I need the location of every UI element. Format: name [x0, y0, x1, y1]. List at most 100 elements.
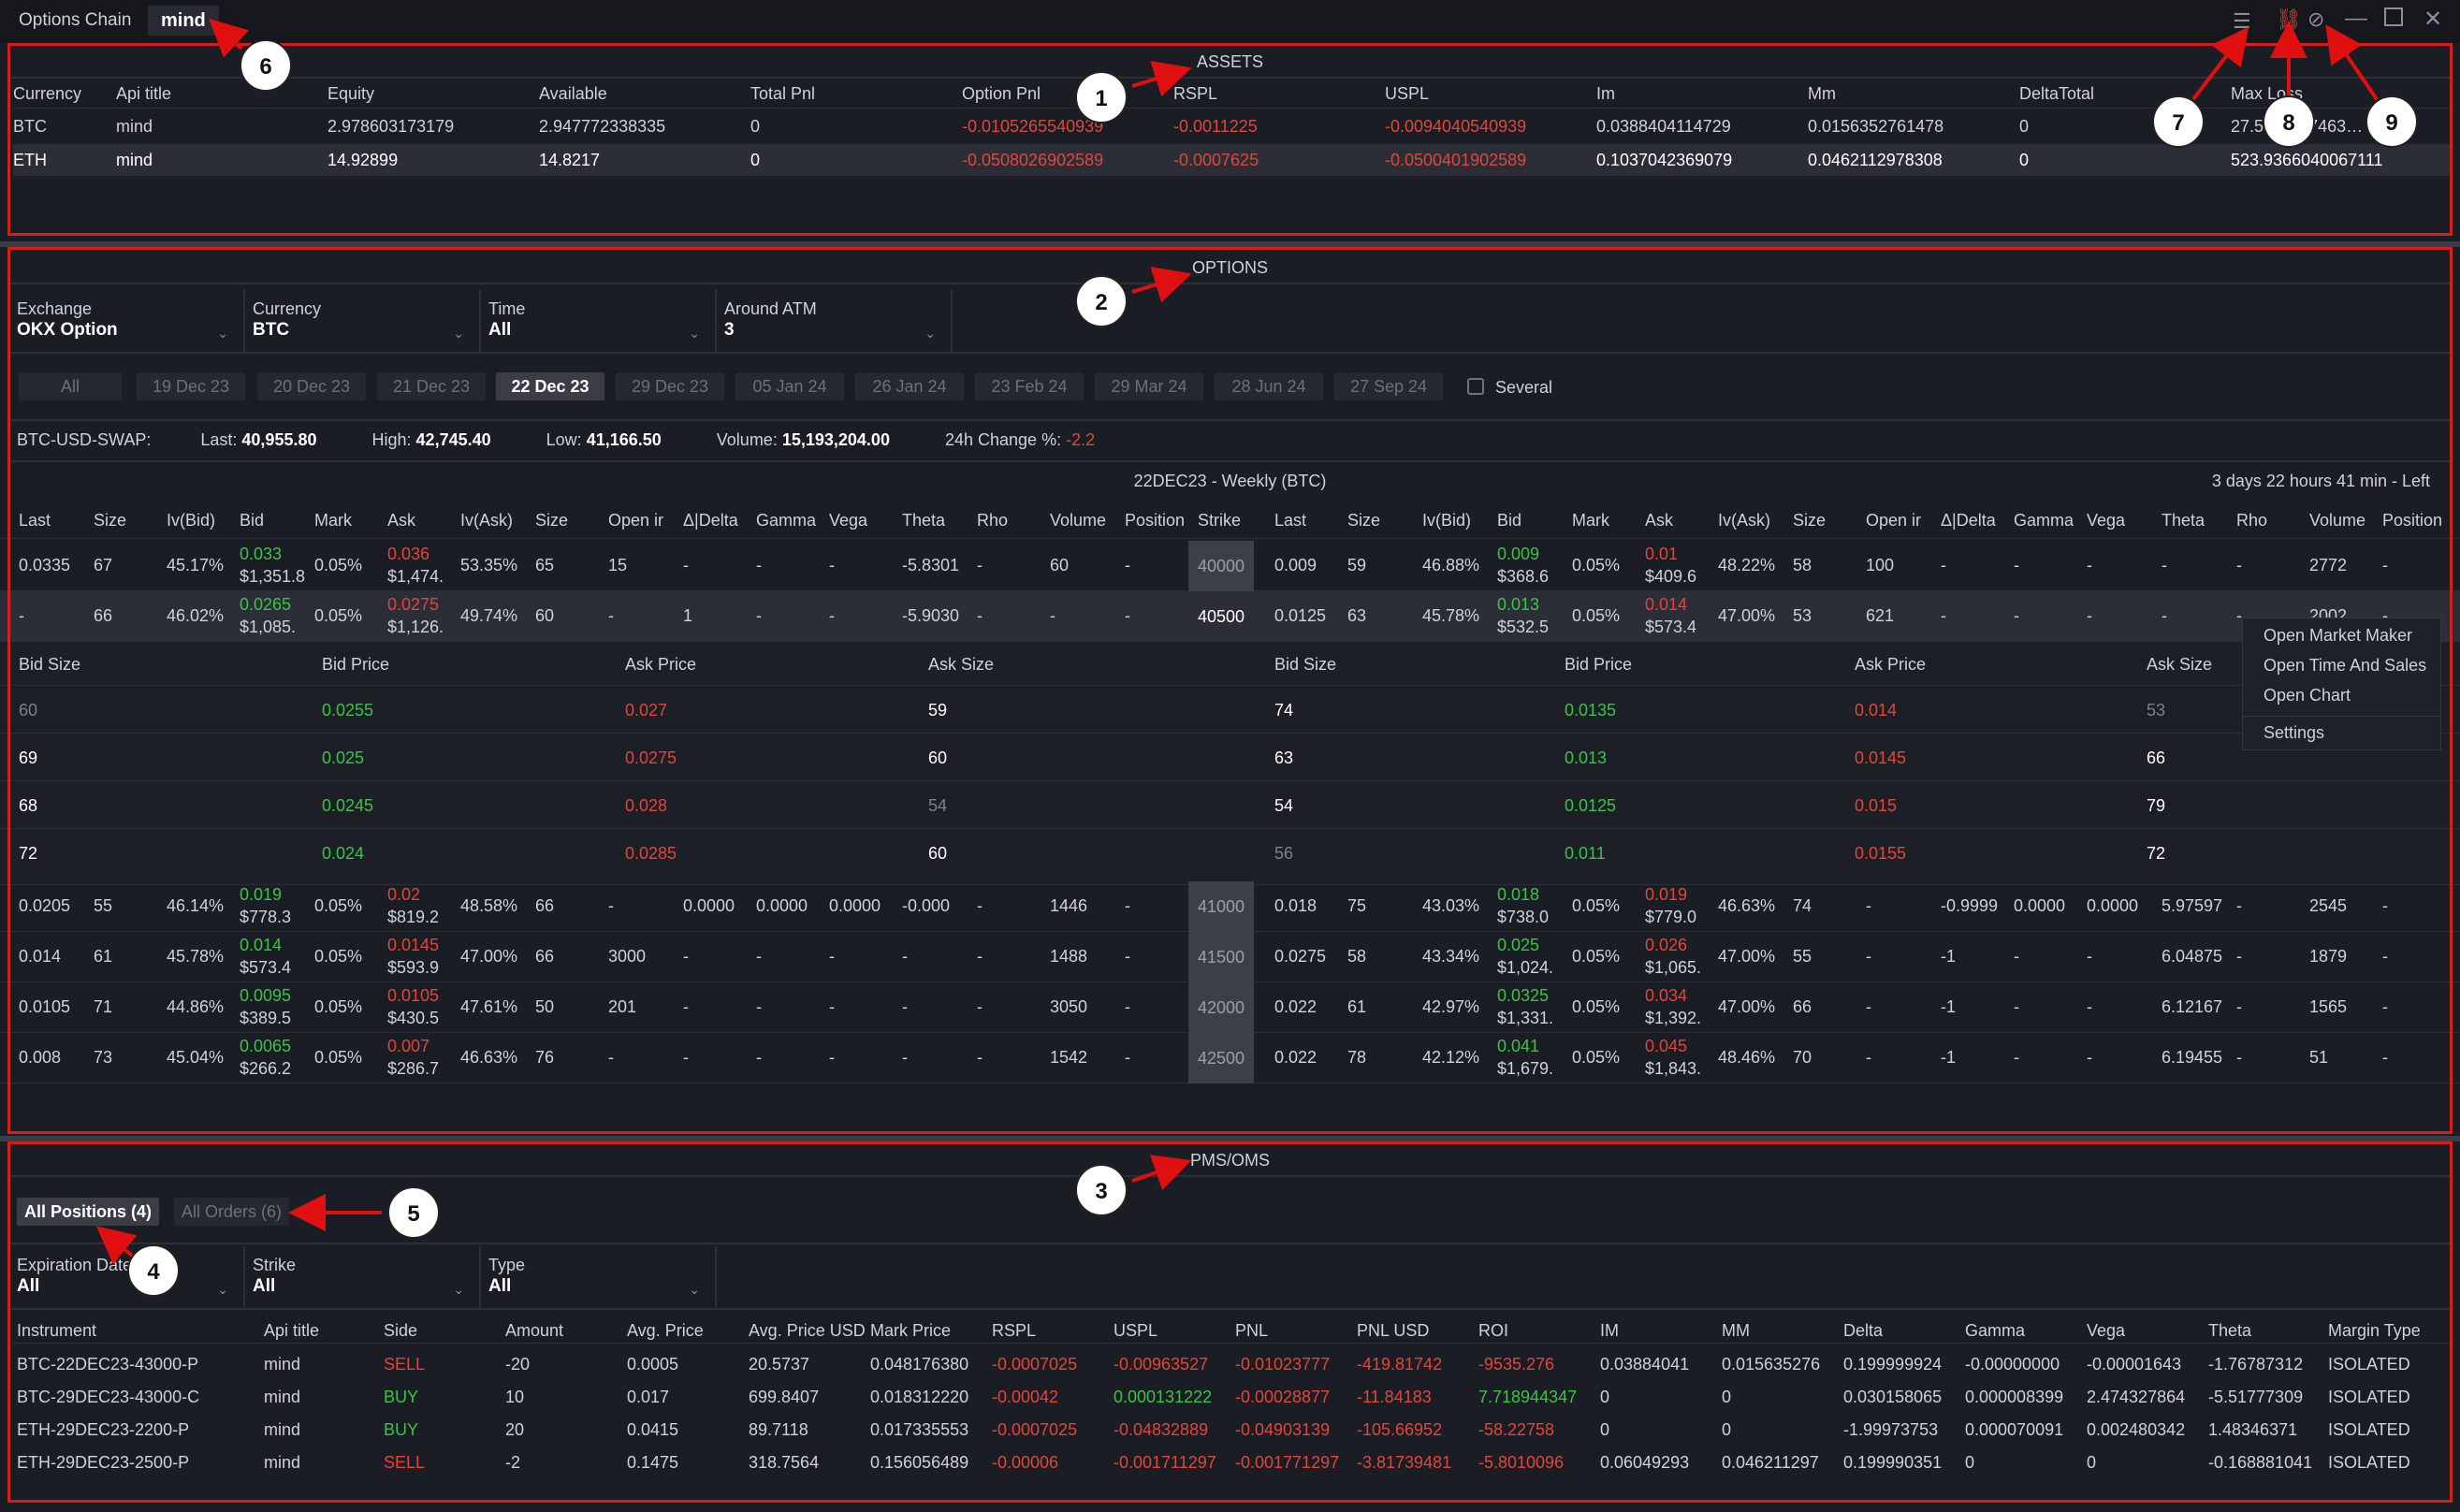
put-ask[interactable]: 0.014	[1645, 595, 1688, 614]
column-header[interactable]: Mark Price	[870, 1321, 952, 1340]
option-row[interactable]: 0.0105 71 44.86% 0.0095 $389.5 0.05% 0.0105 $43…	[0, 982, 2460, 1033]
call-column-header[interactable]: Bid	[240, 511, 265, 530]
expiry-chip[interactable]: 28 Jun 24	[1215, 372, 1323, 400]
option-row[interactable]: - 66 46.02% 0.0265 $1,085. 0.05% 0.0275 $1,126.…	[0, 591, 2460, 642]
call-column-header[interactable]: Size	[94, 511, 127, 530]
call-column-header[interactable]: Ask	[387, 511, 416, 530]
call-bid[interactable]: 0.0095	[240, 986, 292, 1005]
column-header[interactable]: Im	[1596, 84, 1615, 103]
call-ask[interactable]: 0.036	[387, 545, 430, 563]
column-header[interactable]: Instrument	[17, 1321, 97, 1340]
column-header[interactable]: Available	[539, 84, 607, 103]
call-column-header[interactable]: Δ|Delta	[683, 511, 738, 530]
call-column-header[interactable]: Last	[19, 511, 51, 530]
strike-cell[interactable]: 42000	[1188, 982, 1254, 1033]
call-ask[interactable]: 0.0145	[387, 936, 440, 954]
strike-cell[interactable]: 40500	[1188, 591, 1254, 642]
put-column-header[interactable]: Vega	[2087, 511, 2126, 530]
column-header[interactable]: DeltaTotal	[2019, 84, 2095, 103]
column-header[interactable]: MM	[1722, 1321, 1750, 1340]
panel-splitter[interactable]	[0, 1136, 2460, 1141]
hide-eye-icon[interactable]: ⊘	[2307, 7, 2325, 31]
position-row[interactable]: BTC-29DEC23-43000-C mind BUY 10 0.017 699.840…	[13, 1380, 2451, 1413]
menu-open-chart[interactable]: Open Chart	[2263, 686, 2351, 705]
filter-around-atm[interactable]: Around ATM 3 ⌄	[717, 290, 953, 352]
column-header[interactable]: IM	[1600, 1321, 1619, 1340]
put-column-header[interactable]: Last	[1274, 511, 1307, 530]
call-column-header[interactable]: Mark	[314, 511, 352, 530]
column-header[interactable]: Vega	[2087, 1321, 2126, 1340]
filter-time[interactable]: Time All ⌄	[481, 290, 717, 352]
expiry-chip[interactable]: 29 Dec 23	[616, 372, 724, 400]
column-header[interactable]: PNL USD	[1357, 1321, 1430, 1340]
option-row[interactable]: 0.0205 55 46.14% 0.019 $778.3 0.05% 0.02 $819.2…	[0, 881, 2460, 932]
tab-all-orders[interactable]: All Orders (6)	[174, 1198, 290, 1226]
put-column-header[interactable]: Size	[1793, 511, 1827, 530]
expiry-chip[interactable]: All	[19, 372, 122, 400]
put-column-header[interactable]: Iv(Ask)	[1718, 511, 1770, 530]
maximize-icon[interactable]	[2384, 7, 2403, 26]
put-ask[interactable]: 0.019	[1645, 885, 1688, 904]
expiry-chip[interactable]: 05 Jan 24	[735, 372, 844, 400]
put-bid[interactable]: 0.0325	[1497, 986, 1550, 1005]
close-icon[interactable]: ✕	[2424, 7, 2443, 32]
column-header[interactable]: Currency	[13, 84, 82, 103]
call-column-header[interactable]: Iv(Ask)	[460, 511, 513, 530]
column-header[interactable]: USPL	[1385, 84, 1430, 103]
put-ask[interactable]: 0.034	[1645, 986, 1688, 1005]
put-bid[interactable]: 0.013	[1497, 595, 1540, 614]
call-column-header[interactable]: Iv(Bid)	[167, 511, 216, 530]
put-ask[interactable]: 0.01	[1645, 545, 1679, 563]
column-header[interactable]: PNL	[1235, 1321, 1269, 1340]
put-column-header[interactable]: Theta	[2162, 511, 2205, 530]
call-bid[interactable]: 0.019	[240, 885, 283, 904]
column-header[interactable]: Avg. Price	[627, 1321, 704, 1340]
put-column-header[interactable]: Gamma	[2014, 511, 2074, 530]
filter-strike[interactable]: Strike All ⌄	[245, 1246, 481, 1308]
column-header[interactable]: ROI	[1478, 1321, 1509, 1340]
put-bid[interactable]: 0.009	[1497, 545, 1540, 563]
put-column-header[interactable]: Open ir	[1866, 511, 1922, 530]
menu-open-market-maker[interactable]: Open Market Maker	[2263, 626, 2413, 645]
put-column-header[interactable]: Mark	[1572, 511, 1609, 530]
expiry-chip[interactable]: 21 Dec 23	[377, 372, 486, 400]
put-column-header[interactable]: Iv(Bid)	[1422, 511, 1472, 530]
call-ask[interactable]: 0.007	[387, 1037, 430, 1055]
column-header[interactable]: Equity	[328, 84, 375, 103]
put-column-header[interactable]: Size	[1347, 511, 1381, 530]
put-column-header[interactable]: Position	[2382, 511, 2443, 530]
call-bid[interactable]: 0.0065	[240, 1037, 292, 1055]
put-bid[interactable]: 0.025	[1497, 936, 1540, 954]
column-header[interactable]: USPL	[1114, 1321, 1158, 1340]
put-column-header[interactable]: Δ|Delta	[1941, 511, 1996, 530]
option-row[interactable]: 0.008 73 45.04% 0.0065 $266.2 0.05% 0.007 $286.…	[0, 1033, 2460, 1083]
filter-type[interactable]: Type All ⌄	[481, 1246, 717, 1308]
tab-all-positions[interactable]: All Positions (4)	[17, 1198, 160, 1226]
expiry-chip[interactable]: 23 Feb 24	[975, 372, 1084, 400]
put-bid[interactable]: 0.041	[1497, 1037, 1540, 1055]
column-header[interactable]: Theta	[2208, 1321, 2252, 1340]
strike-cell[interactable]: 42500	[1188, 1033, 1254, 1083]
expiry-chip[interactable]: 22 Dec 23	[496, 372, 604, 400]
strike-cell[interactable]: 40000	[1188, 541, 1254, 591]
column-header[interactable]: Side	[384, 1321, 418, 1340]
column-header[interactable]: Gamma	[1965, 1321, 2026, 1340]
strike-column-header[interactable]: Strike	[1198, 511, 1242, 530]
expiry-chip[interactable]: 20 Dec 23	[257, 372, 366, 400]
option-row[interactable]: 0.0335 67 45.17% 0.033 $1,351.8 0.05% 0.036 $1,…	[0, 541, 2460, 591]
call-ask[interactable]: 0.02	[387, 885, 421, 904]
column-header[interactable]: Api title	[264, 1321, 320, 1340]
tab-mind[interactable]: mind	[148, 6, 219, 36]
filter-exchange[interactable]: Exchange OKX Option ⌄	[9, 290, 245, 352]
column-header[interactable]: Avg. Price USD	[749, 1321, 865, 1340]
table-row[interactable]: ETH mind 14.92899 14.8217 0 -0.0508026902589 -…	[13, 144, 2451, 176]
expiry-chip[interactable]: 29 Mar 24	[1095, 372, 1203, 400]
call-ask[interactable]: 0.0105	[387, 986, 440, 1005]
expiry-chip[interactable]: 26 Jan 24	[855, 372, 964, 400]
put-column-header[interactable]: Ask	[1645, 511, 1674, 530]
position-row[interactable]: ETH-29DEC23-2200-P mind BUY 20 0.0415 89.7118…	[13, 1413, 2451, 1446]
expiry-chip[interactable]: 19 Dec 23	[137, 372, 245, 400]
call-column-header[interactable]: Position	[1125, 511, 1186, 530]
column-header[interactable]: Delta	[1843, 1321, 1884, 1340]
call-column-header[interactable]: Volume	[1050, 511, 1107, 530]
